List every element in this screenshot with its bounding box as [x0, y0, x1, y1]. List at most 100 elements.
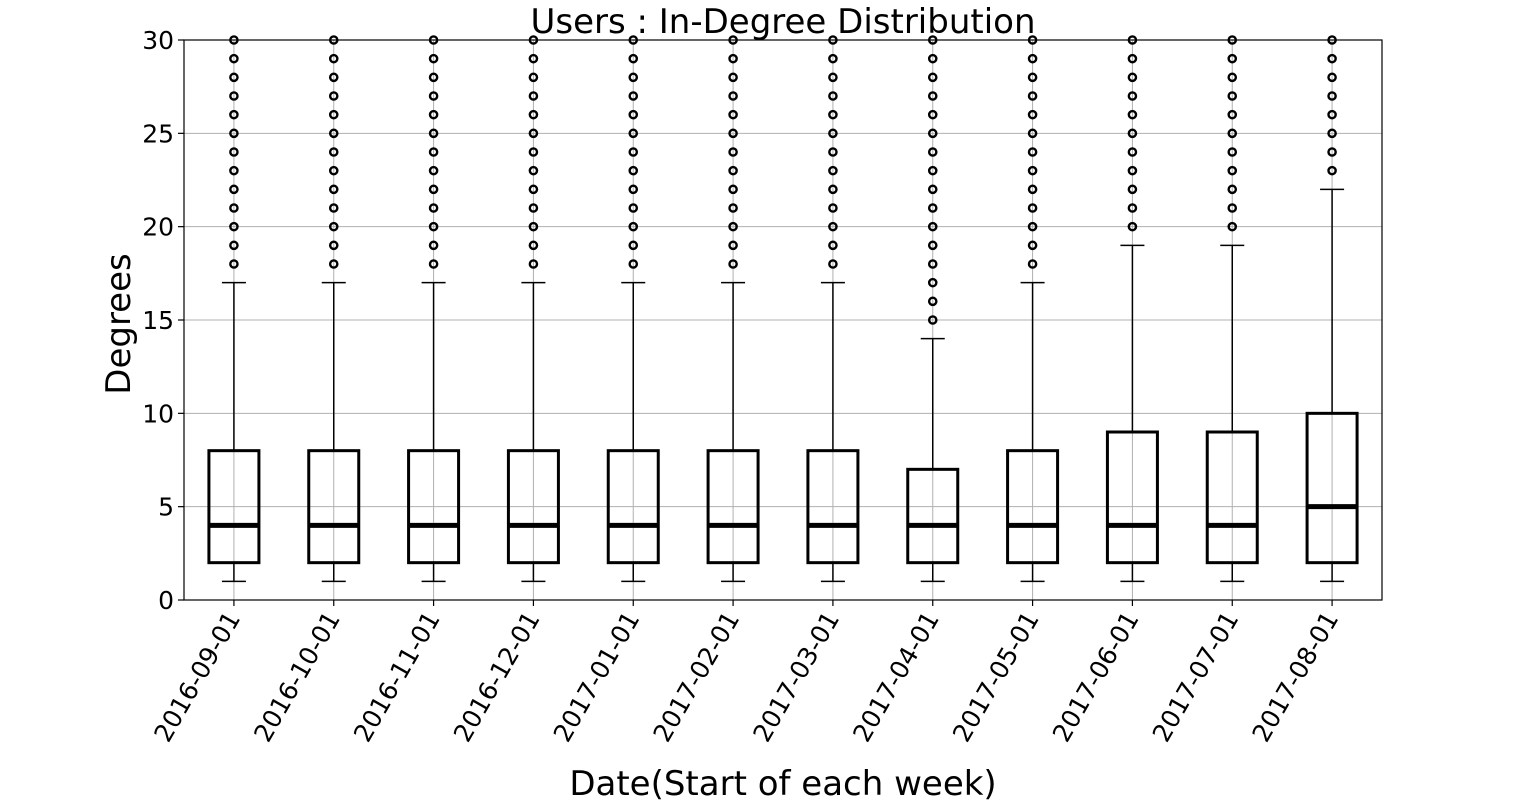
box-series: [207, 35, 1359, 583]
x-tick-label: 2017-07-01: [1147, 607, 1245, 747]
flier-point: [927, 128, 938, 139]
flier-point: [1227, 184, 1238, 195]
flier-point: [628, 165, 639, 176]
flier-point: [328, 184, 339, 195]
flier-point: [528, 147, 539, 157]
flier-point: [1027, 259, 1038, 269]
flier-point: [728, 53, 738, 64]
x-tick-label: 2017-02-01: [648, 607, 746, 747]
flier-point: [1127, 128, 1138, 139]
grid-lines: [184, 39, 1382, 601]
flier-point: [1027, 72, 1038, 83]
flier-point: [927, 184, 938, 195]
flier-point: [1227, 165, 1238, 176]
x-tick-label: 2017-04-01: [847, 607, 945, 747]
flier-point: [328, 72, 339, 83]
flier-point: [1327, 165, 1337, 176]
y-tick-label: 25: [142, 119, 174, 148]
flier-point: [328, 221, 339, 232]
flier-point: [927, 315, 938, 325]
flier-point: [428, 184, 439, 195]
flier-point: [1127, 91, 1138, 101]
x-tick-label: 2017-05-01: [947, 607, 1045, 747]
flier-point: [1227, 53, 1238, 64]
flier-point: [229, 147, 239, 157]
flier-point: [1127, 147, 1138, 157]
box-2017-05-01: [1006, 35, 1060, 583]
flier-point: [628, 240, 639, 251]
flier-point: [728, 165, 738, 176]
flier-point: [428, 109, 439, 120]
flier-point: [728, 203, 738, 213]
flier-point: [528, 203, 539, 213]
flier-point: [328, 109, 339, 120]
x-tick-label: 2017-01-01: [548, 607, 646, 747]
flier-point: [528, 165, 539, 176]
x-tick-label: 2017-06-01: [1047, 607, 1145, 747]
flier-point: [1027, 240, 1038, 251]
flier-point: [1127, 165, 1138, 176]
x-axis-label: Date(Start of each week): [569, 764, 996, 800]
flier-point: [1127, 109, 1138, 120]
flier-point: [828, 184, 838, 195]
flier-point: [428, 128, 439, 139]
flier-point: [428, 221, 439, 232]
flier-point: [628, 91, 639, 101]
flier-point: [328, 128, 339, 139]
box-2017-07-01: [1205, 35, 1259, 583]
flier-point: [528, 72, 539, 83]
box-body: [606, 449, 660, 565]
box-2017-08-01: [1305, 35, 1359, 583]
box-2017-01-01: [606, 35, 660, 583]
flier-point: [1027, 221, 1038, 232]
flier-point: [628, 184, 639, 195]
y-tick-label: 10: [142, 399, 174, 428]
flier-point: [528, 53, 539, 64]
flier-point: [1227, 91, 1238, 101]
flier-point: [828, 147, 838, 157]
flier-point: [428, 72, 439, 83]
flier-point: [1127, 72, 1138, 83]
flier-point: [428, 240, 439, 251]
flier-point: [828, 240, 838, 251]
flier-point: [628, 259, 639, 269]
flier-point: [428, 259, 439, 269]
y-tick-label: 0: [158, 586, 174, 615]
flier-point: [428, 147, 439, 157]
box-body: [1305, 411, 1359, 565]
flier-point: [1027, 184, 1038, 195]
box-body: [506, 449, 560, 565]
flier-point: [528, 128, 539, 139]
x-tick-label: 2016-12-01: [448, 607, 546, 747]
flier-point: [927, 72, 938, 83]
flier-point: [229, 221, 239, 232]
y-tick-label: 30: [142, 26, 174, 55]
flier-point: [628, 203, 639, 213]
flier-point: [728, 128, 738, 139]
flier-point: [428, 91, 439, 101]
box-2016-09-01: [207, 35, 261, 583]
box-2017-04-01: [906, 35, 960, 583]
flier-point: [1227, 109, 1238, 120]
flier-point: [1327, 53, 1337, 64]
flier-point: [1227, 72, 1238, 83]
box-2017-03-01: [806, 35, 860, 583]
y-axis-label: Degrees: [99, 253, 139, 394]
flier-point: [1027, 165, 1038, 176]
flier-point: [1227, 147, 1238, 157]
flier-point: [1127, 184, 1138, 195]
flier-point: [828, 109, 838, 120]
flier-point: [1327, 147, 1337, 157]
flier-point: [927, 53, 938, 64]
flier-point: [1027, 147, 1038, 157]
flier-point: [927, 221, 938, 232]
flier-point: [1027, 203, 1038, 213]
flier-point: [628, 128, 639, 139]
y-axis-ticks: 0 5 10 15 20 25 30: [142, 26, 184, 615]
flier-point: [828, 165, 838, 176]
box-2017-06-01: [1105, 35, 1159, 583]
flier-point: [328, 259, 339, 269]
flier-point: [528, 91, 539, 101]
flier-point: [1127, 203, 1138, 213]
